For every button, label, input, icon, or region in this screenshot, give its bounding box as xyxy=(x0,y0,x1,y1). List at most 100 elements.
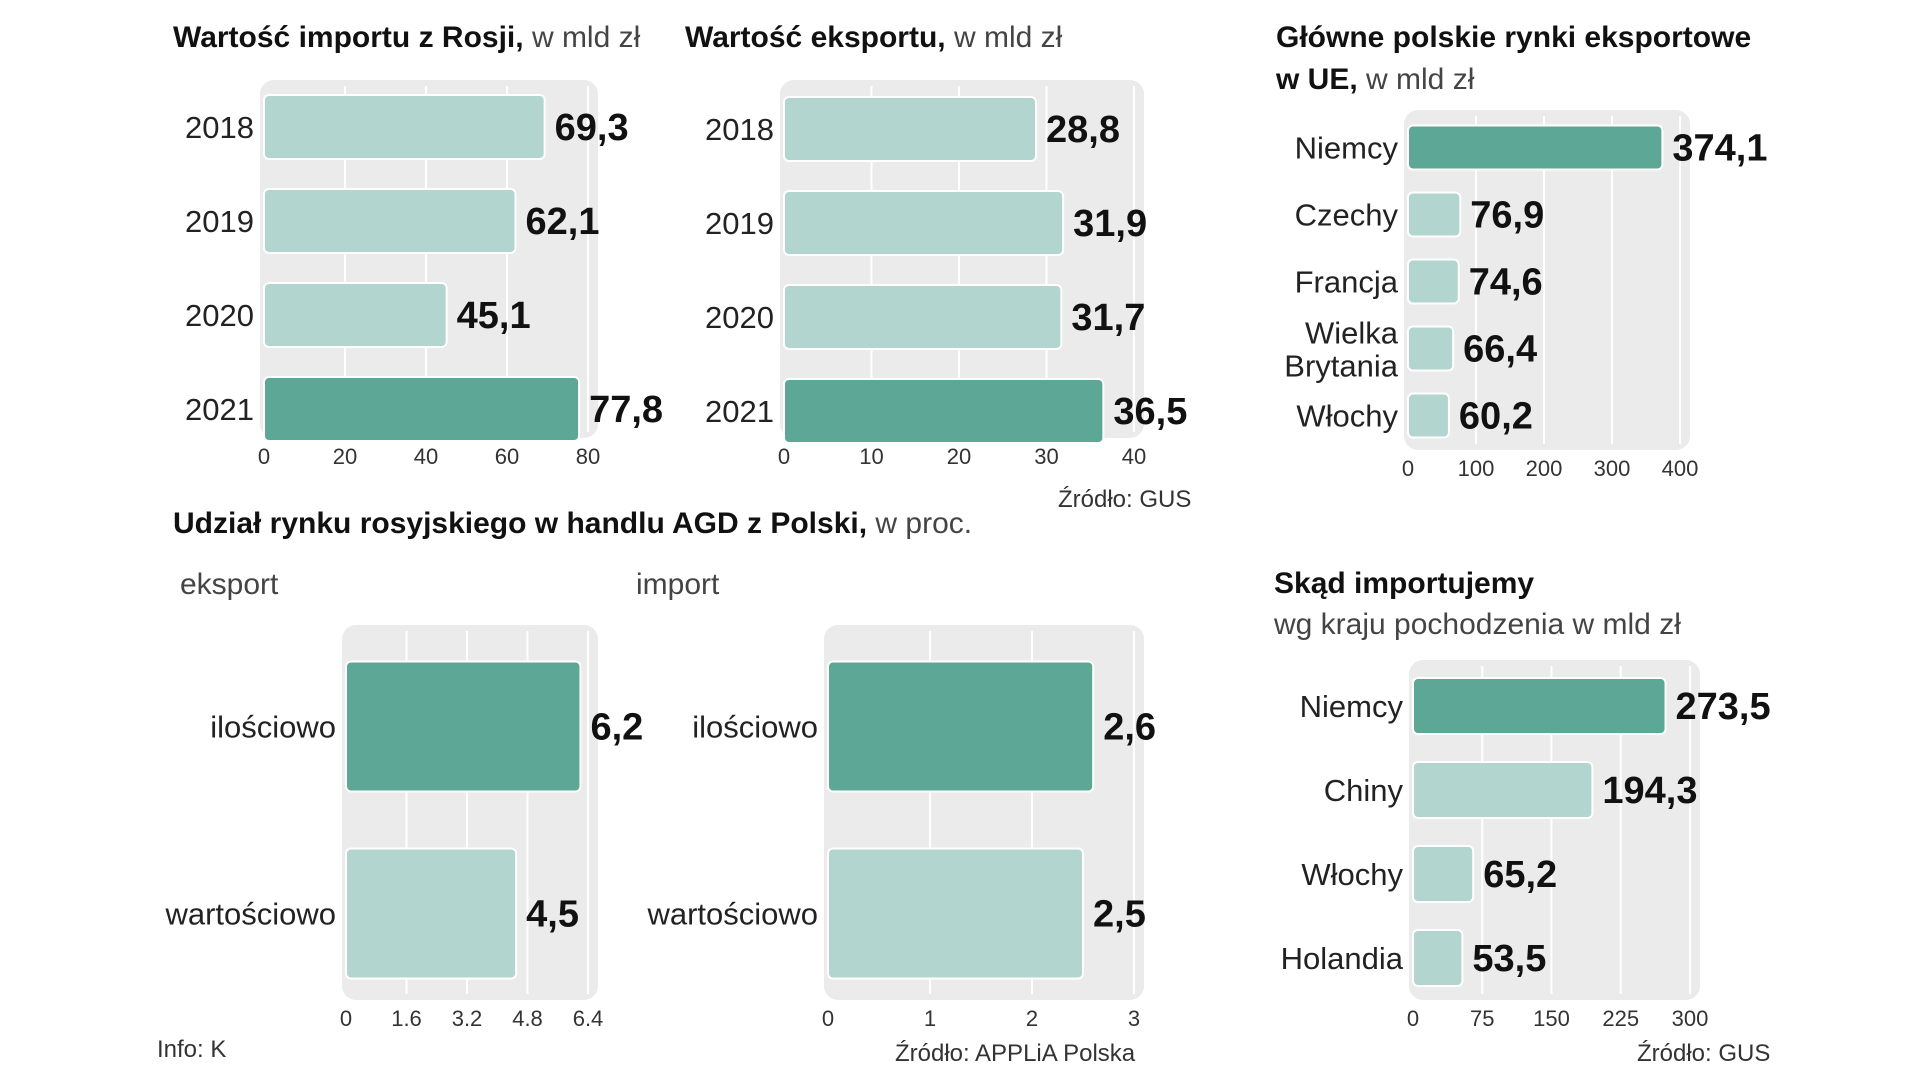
export-chart-title-text: Wartość eksportu, xyxy=(685,21,946,54)
bar-2 xyxy=(1407,191,1462,238)
agd-export-chart: ilościowo 6,2 wartościowo 4,5 0 1.6 3.2 4.8 6.4 xyxy=(164,625,643,1031)
category-label: 2020 xyxy=(705,300,774,335)
value-label: 194,3 xyxy=(1602,770,1697,812)
category-label: 2020 xyxy=(185,298,254,333)
export-chart: 2018 28,8 2019 31,9 2020 31,7 2021 36,5 0 10 20 30 4… xyxy=(705,80,1187,469)
tick-label: 0 xyxy=(822,1006,834,1031)
bar-1 xyxy=(1412,677,1667,735)
eu-export-markets-chart: Niemcy 374,1 Czechy 76,9 Francja 74,6 Wielka Br… xyxy=(1284,110,1767,481)
tick-label: 3 xyxy=(1128,1006,1140,1031)
bar-3 xyxy=(783,284,1063,350)
tick-label: 2 xyxy=(1026,1006,1038,1031)
markets-chart-title-2: w UE, w mld zł xyxy=(1276,62,1474,98)
value-label: 65,2 xyxy=(1483,854,1557,896)
bar-5 xyxy=(1407,392,1450,439)
category-label: Włochy xyxy=(1301,857,1403,892)
tick-label: 40 xyxy=(414,444,438,469)
value-label: 74,6 xyxy=(1469,262,1543,304)
tick-label: 60 xyxy=(495,444,519,469)
tick-label: 0 xyxy=(1407,1006,1419,1030)
category-label: ilościowo xyxy=(210,710,336,745)
bar-4 xyxy=(1407,325,1455,372)
tick-label: 100 xyxy=(1458,456,1495,481)
category-label: 2019 xyxy=(705,206,774,241)
tick-label: 20 xyxy=(947,444,971,469)
value-label: 374,1 xyxy=(1672,128,1767,170)
bar-2 xyxy=(263,188,517,254)
tick-label: 0 xyxy=(258,444,270,469)
markets-chart-title-line1: Główne polskie rynki eksportowe xyxy=(1276,21,1752,54)
value-label: 31,9 xyxy=(1073,203,1147,245)
agd-section-unit: w proc. xyxy=(875,507,973,540)
bar-1 xyxy=(345,660,582,793)
bar-4 xyxy=(783,378,1105,444)
category-label: Czechy xyxy=(1295,198,1399,233)
category-label: 2018 xyxy=(185,110,254,145)
markets-chart-title: Główne polskie rynki eksportowe xyxy=(1276,20,1751,56)
agd-section-title: Udział rynku rosyjskiego w handlu AGD z … xyxy=(173,506,972,542)
value-label: 273,5 xyxy=(1676,686,1771,728)
tick-label: 30 xyxy=(1034,444,1058,469)
category-label: Niemcy xyxy=(1300,689,1404,724)
tick-label: 300 xyxy=(1672,1006,1709,1030)
bar-1 xyxy=(1407,124,1664,171)
import-from-russia-chart: 2018 69,3 2019 62,1 2020 45,1 2021 77,8 0 20 40 60 8… xyxy=(185,80,663,469)
value-label: 45,1 xyxy=(457,295,531,337)
agd-import-subtitle: import xyxy=(636,568,720,601)
category-label: Francja xyxy=(1295,265,1399,300)
tick-label: 200 xyxy=(1526,456,1563,481)
tick-label: 10 xyxy=(859,444,883,469)
import-origin-title: Skąd importujemy xyxy=(1274,566,1534,602)
category-label: Chiny xyxy=(1324,773,1404,808)
tick-label: 75 xyxy=(1470,1006,1494,1030)
tick-label: 40 xyxy=(1122,444,1146,469)
markets-chart-title-line2: w UE, xyxy=(1276,63,1358,96)
category-label: wartościowo xyxy=(164,897,336,932)
import-origin-subtitle: wg kraju pochodzenia w mld zł xyxy=(1274,608,1681,641)
category-label: wartościowo xyxy=(646,897,818,932)
value-label: 77,8 xyxy=(589,389,663,431)
tick-label: 3.2 xyxy=(452,1006,483,1031)
bar-1 xyxy=(827,660,1095,793)
export-chart-title: Wartość eksportu, w mld zł xyxy=(685,20,1062,56)
category-label: 2019 xyxy=(185,204,254,239)
tick-label: 6.4 xyxy=(573,1006,604,1031)
value-label: 2,5 xyxy=(1093,894,1146,936)
bar-4 xyxy=(263,376,581,442)
value-label: 6,2 xyxy=(590,707,643,749)
category-label: Niemcy xyxy=(1295,131,1399,166)
markets-chart-unit: w mld zł xyxy=(1366,63,1475,96)
import-origin-chart: Niemcy 273,5 Chiny 194,3 Włochy 65,2 Holandia 5… xyxy=(1281,660,1771,1030)
tick-label: 0 xyxy=(1402,456,1414,481)
bar-2 xyxy=(1412,761,1594,819)
tick-label: 0 xyxy=(340,1006,352,1031)
category-label: Wielka Brytania xyxy=(1284,316,1398,384)
category-label: Holandia xyxy=(1281,941,1404,976)
bar-2 xyxy=(783,190,1065,256)
tick-label: 150 xyxy=(1533,1006,1570,1030)
tick-label: 1.6 xyxy=(391,1006,422,1031)
export-source: Źródło: GUS xyxy=(1058,486,1192,513)
bar-2 xyxy=(827,847,1084,980)
category-label: 2021 xyxy=(185,392,254,427)
value-label: 69,3 xyxy=(555,107,629,149)
value-label: 4,5 xyxy=(526,894,579,936)
bar-1 xyxy=(263,94,546,160)
applia-source: Źródło: APPLiA Polska xyxy=(895,1040,1136,1067)
value-label: 62,1 xyxy=(526,201,600,243)
category-label: Włochy xyxy=(1296,399,1398,434)
export-chart-unit: w mld zł xyxy=(953,21,1063,54)
bar-1 xyxy=(783,96,1037,162)
value-label: 60,2 xyxy=(1459,396,1533,438)
agd-section-title-text: Udział rynku rosyjskiego w handlu AGD z … xyxy=(173,507,868,540)
category-label: ilościowo xyxy=(692,710,818,745)
tick-label: 300 xyxy=(1594,456,1631,481)
import-origin-source: Źródło: GUS xyxy=(1637,1040,1771,1067)
import-chart-title-text: Wartość importu z Rosji, xyxy=(173,21,524,54)
value-label: 28,8 xyxy=(1046,109,1120,151)
bar-3 xyxy=(1412,845,1475,903)
bar-3 xyxy=(263,282,448,348)
value-label: 31,7 xyxy=(1071,297,1145,339)
tick-label: 20 xyxy=(333,444,357,469)
bar-3 xyxy=(1407,258,1460,305)
